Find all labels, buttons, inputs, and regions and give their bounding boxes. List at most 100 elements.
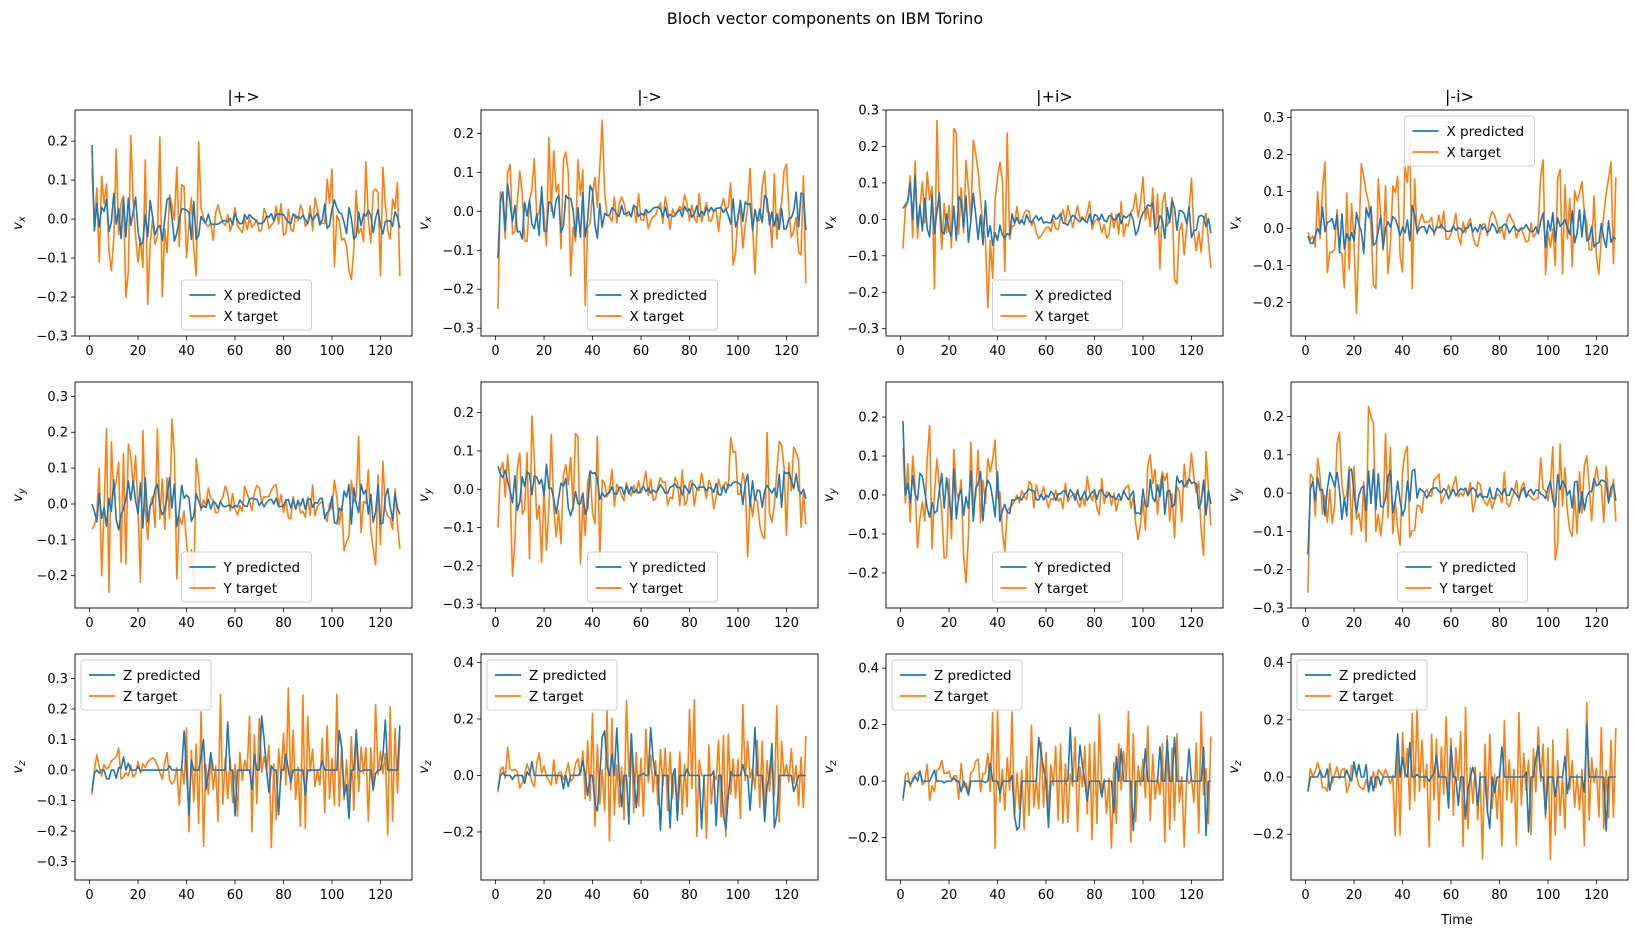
plot-area [91,687,401,849]
series-line-predicted [497,183,807,259]
subplot-title: |+> [227,87,259,106]
legend: Z predicted Z target [891,659,1023,711]
x-tick-label: 0 [896,616,904,631]
axes-frame [480,653,819,881]
x-tick-label: 120 [1179,344,1204,359]
x-tick-label: 20 [130,616,147,631]
x-tick-label: 40 [584,888,601,903]
x-tick-label: 0 [85,616,93,631]
x-tick-label: 40 [989,616,1006,631]
x-tick-label: 100 [726,888,751,903]
y-tick-label: 0.3 [47,672,68,687]
legend-box [80,659,212,711]
x-tick-label: 20 [1346,344,1363,359]
x-tick-label: 40 [989,888,1006,903]
y-tick-label: 0.2 [1263,148,1284,163]
x-tick-label: 60 [227,344,244,359]
x-tick-label: 80 [275,616,292,631]
y-tick-label: −0.3 [36,330,68,345]
x-tick-label: 40 [178,888,195,903]
y-tick-label: −0.2 [1252,563,1284,578]
series-line-predicted [1307,204,1617,255]
y-tick-label: 0.1 [47,174,68,189]
y-tick-label: 0.2 [47,135,68,150]
legend-label: X predicted [630,288,708,304]
x-tick-label: 120 [1179,616,1204,631]
y-tick-label: −0.2 [442,559,474,574]
x-tick-label: 80 [1491,344,1508,359]
y-tick-label: 0.1 [858,450,879,465]
axes-frame [1290,109,1629,337]
series-line-target [91,418,401,594]
axes-frame [480,109,819,337]
legend-label: Y target [629,581,684,597]
legend: X predicted X target [992,279,1123,331]
y-tick-label: 0.2 [453,127,474,142]
y-tick-label: 0.2 [47,426,68,441]
x-tick-label: 60 [1038,344,1055,359]
axes-frame [74,381,413,609]
y-tick-label: −0.2 [442,283,474,298]
subplot-9: 0 20 40 60 80 100 120 −0.3 −0.2 −0.1 0.0 0.1 0.2 0.3 v… [11,653,413,903]
y-tick-label: 0.1 [47,733,68,748]
x-tick-label: 80 [275,344,292,359]
legend-label: Y target [1034,581,1089,597]
y-tick-label: 0.2 [858,411,879,426]
y-axis-label: vz [1227,760,1244,774]
y-tick-label: −0.2 [36,825,68,840]
subplot-2: |-> 0 20 40 60 80 100 120 −0.3 −0.2 −0.1 0.0 0.1 0.2 v… [417,87,819,359]
x-tick-label: 40 [178,616,195,631]
legend: X predicted X target [587,279,718,331]
legend: Y predicted Y target [181,551,312,603]
x-tick-label: 80 [1086,888,1103,903]
series-line-predicted [91,476,401,531]
x-tick-label: 40 [584,344,601,359]
legend: Y predicted Y target [1397,551,1528,603]
x-tick-label: 60 [227,888,244,903]
plot-area [1307,405,1617,593]
axes-frame [480,381,819,609]
y-tick-label: −0.1 [442,521,474,536]
plot-area [91,134,401,306]
legend: Y predicted Y target [587,551,718,603]
axes-frame [885,109,1224,337]
y-axis-label: vx [1227,216,1244,230]
x-tick-label: 80 [275,888,292,903]
y-tick-label: 0.2 [858,718,879,733]
subplot-12: 0 20 40 60 80 100 120 −0.2 0.0 0.2 0.4 vz Z predicte… [1227,653,1629,903]
x-tick-label: 120 [774,888,799,903]
legend: Z predicted Z target [486,659,618,711]
legend-label: Z predicted [934,668,1012,684]
x-tick-label: 100 [320,344,345,359]
x-tick-label: 100 [1536,888,1561,903]
x-tick-label: 100 [1131,616,1156,631]
series-line-predicted [902,174,1212,247]
y-tick-label: −0.1 [36,533,68,548]
y-tick-label: 0.0 [858,489,879,504]
y-tick-label: 0.0 [47,213,68,228]
x-tick-label: 120 [774,616,799,631]
y-tick-label: 0.0 [1263,487,1284,502]
y-axis-label: vy [417,487,434,502]
series-line-target [1307,405,1617,593]
subplot-title: |-> [637,87,662,106]
y-tick-label: 0.2 [453,406,474,421]
y-tick-label: −0.3 [36,855,68,870]
x-tick-label: 80 [681,616,698,631]
axes-frame [885,653,1224,881]
legend-label: X predicted [1447,124,1525,140]
y-tick-label: −0.2 [847,831,879,846]
x-tick-label: 0 [85,888,93,903]
x-tick-label: 20 [536,344,553,359]
y-tick-label: 0.4 [858,662,879,677]
x-tick-label: 120 [368,616,393,631]
series-line-target [91,134,401,306]
x-tick-label: 20 [1346,888,1363,903]
x-tick-label: 0 [491,616,499,631]
legend-label: Z predicted [1339,668,1417,684]
axes-frame [74,109,413,337]
y-tick-label: −0.2 [847,566,879,581]
x-tick-label: 0 [85,344,93,359]
series-line-predicted [91,715,401,820]
